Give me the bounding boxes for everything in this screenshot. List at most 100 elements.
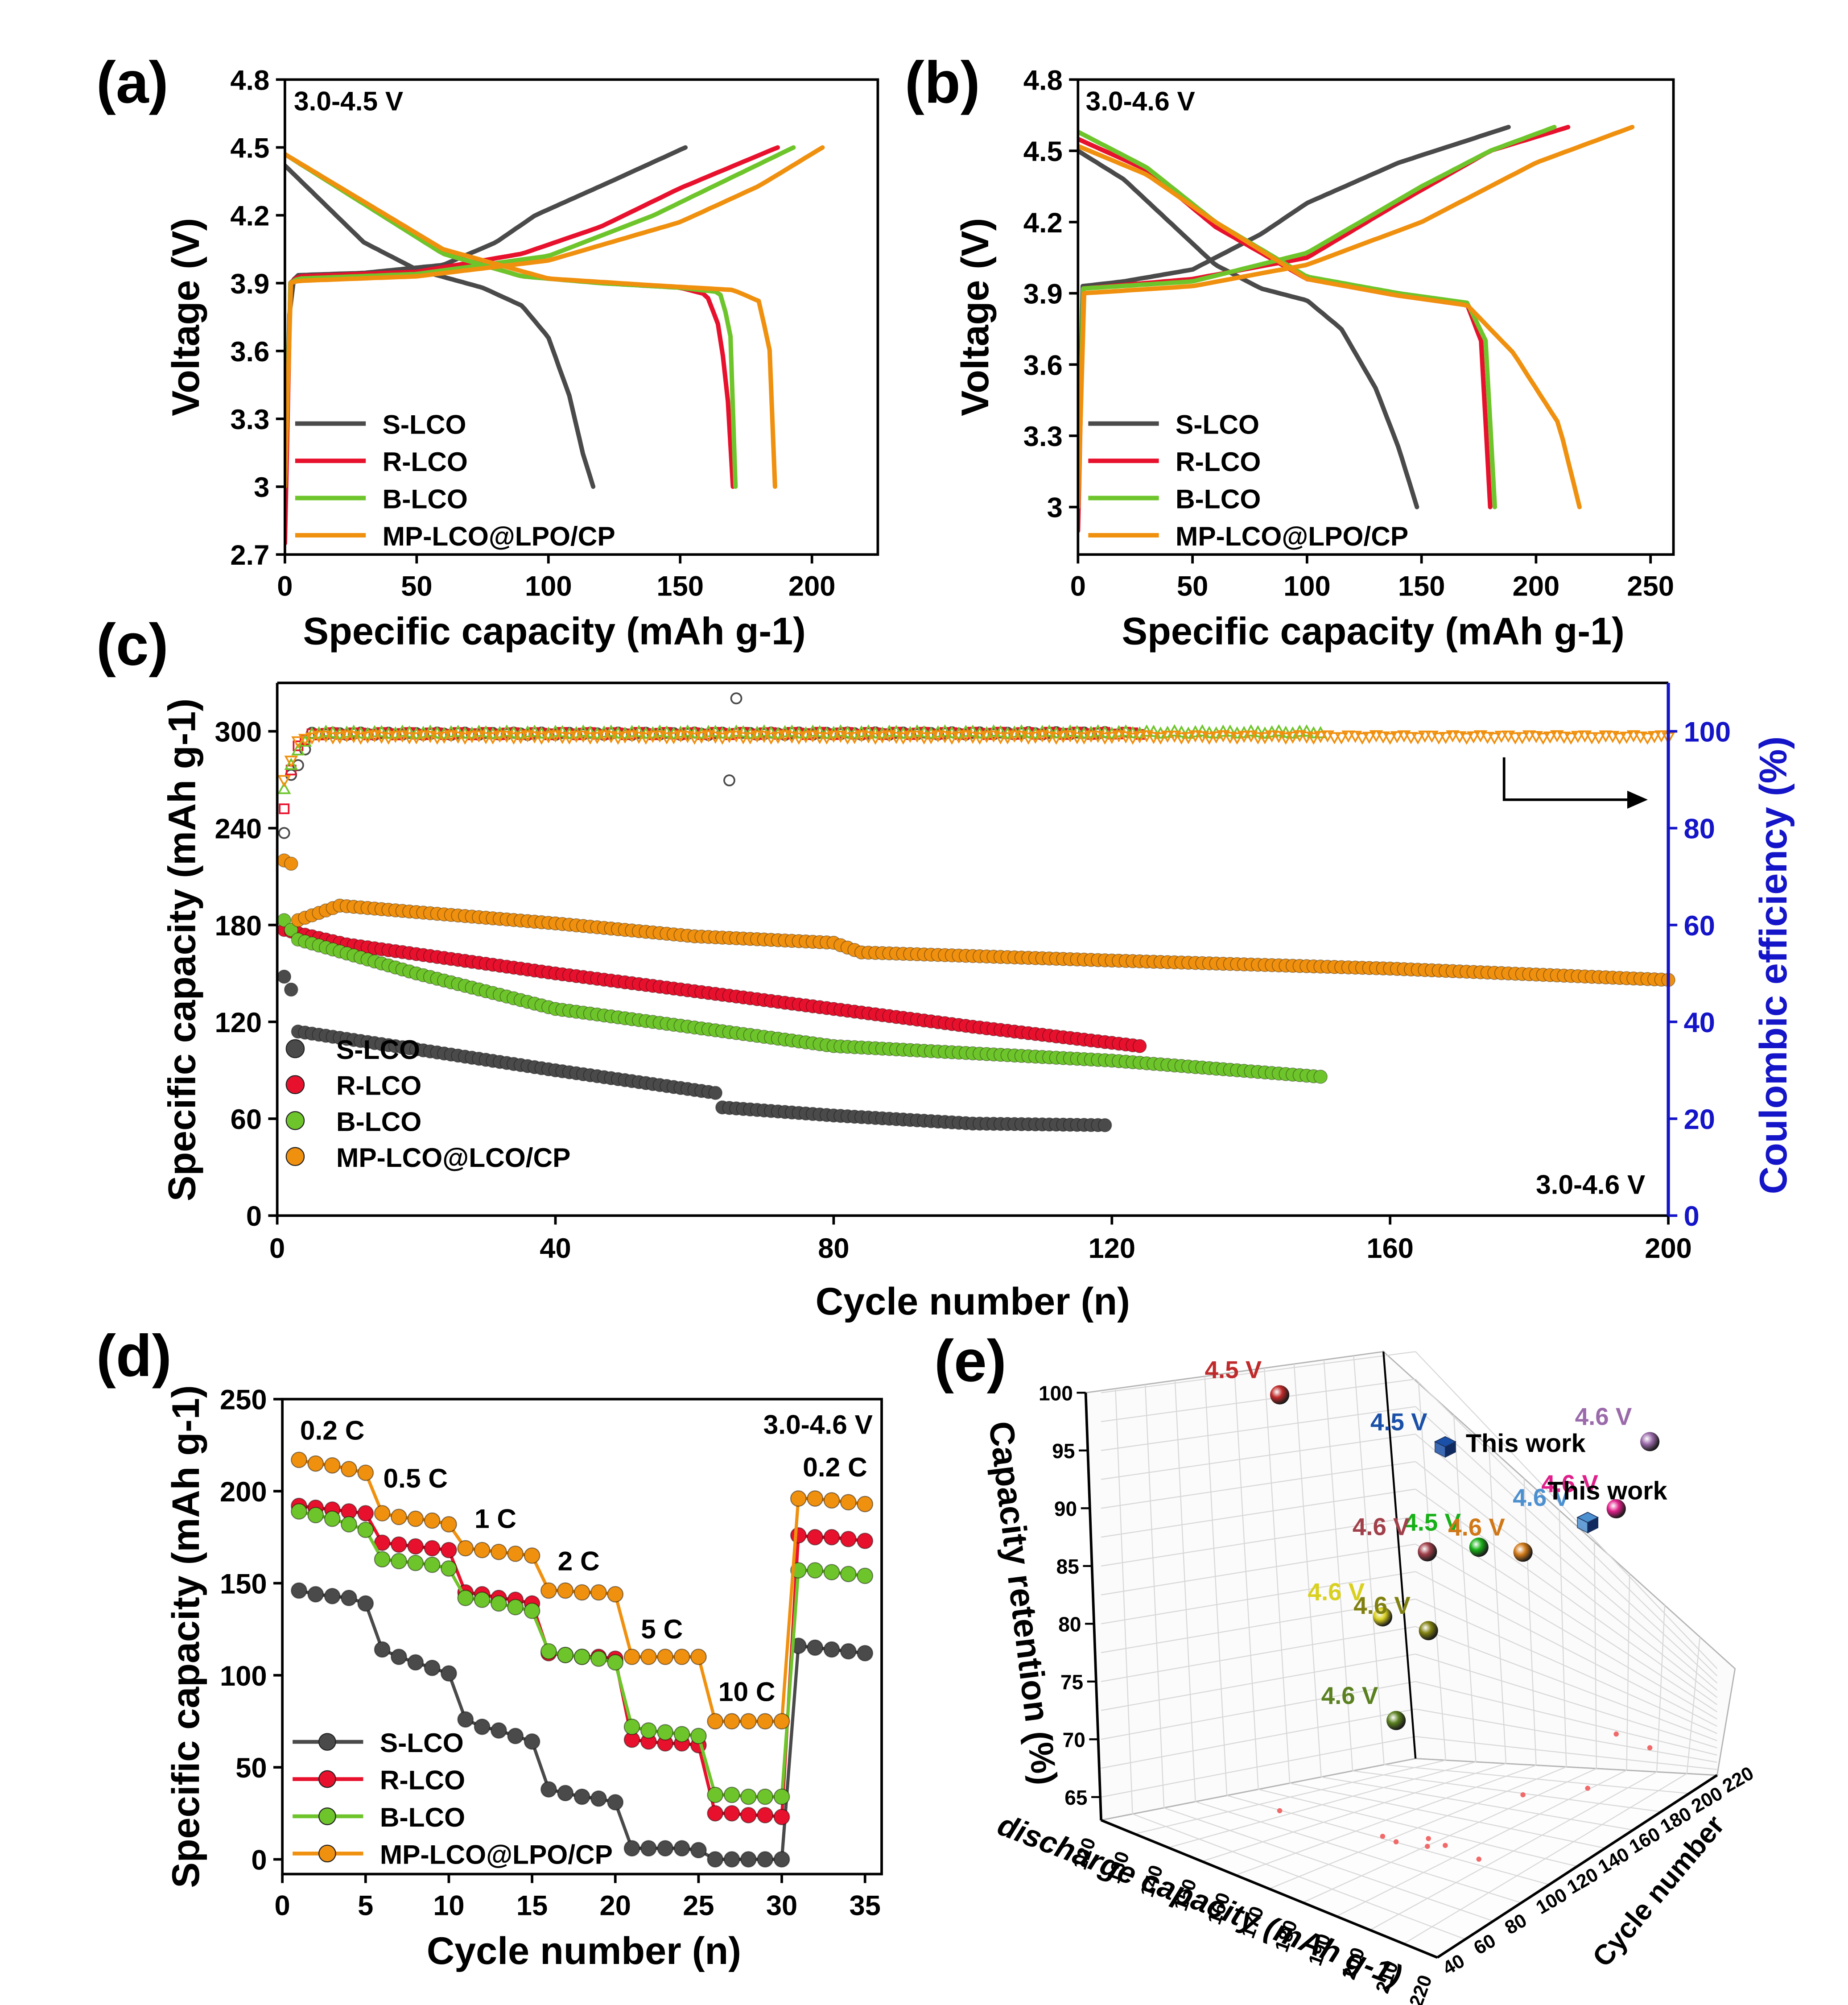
d-point — [807, 1529, 824, 1546]
d-point — [723, 1786, 740, 1803]
c-ce-point — [868, 732, 883, 745]
c-ce-point — [994, 732, 1008, 744]
b-xtick-label: 150 — [1398, 570, 1445, 602]
e-sphere-point — [1419, 1621, 1438, 1641]
c-ce-point — [966, 732, 980, 744]
a-xtick-label: 0 — [277, 570, 293, 602]
c-ce-point — [723, 774, 735, 786]
d-point — [307, 1586, 324, 1603]
panel-a-xlabel: Specific capacity (mAh g-1) — [303, 610, 806, 653]
c-ce-point — [1202, 732, 1216, 745]
legend-marker — [318, 1733, 336, 1751]
e-grid-line — [1204, 1376, 1228, 1796]
c-ce-point — [381, 732, 396, 745]
e-grid-line — [1370, 1771, 1657, 1931]
d-point — [590, 1790, 607, 1807]
c-ce-point — [980, 731, 994, 743]
e-grid-line — [1415, 1598, 1717, 1734]
c-ce-point — [1508, 732, 1522, 745]
c-ce-point — [1564, 732, 1578, 745]
d-point — [840, 1643, 857, 1660]
e-grid-line — [1686, 1637, 1701, 1774]
d-point — [540, 1582, 557, 1599]
d-point — [524, 1733, 540, 1750]
c-ce-point — [1258, 732, 1272, 744]
c-ce-point — [278, 827, 290, 839]
c-ce-point — [402, 732, 417, 744]
panel-b-curves — [1078, 124, 1635, 533]
d-point — [607, 1794, 624, 1811]
c-ce-point — [541, 731, 556, 744]
panel-d-curves — [291, 1451, 874, 1868]
c-ce-point — [1362, 732, 1376, 744]
legend-label: S-LCO — [1176, 409, 1259, 440]
d-point — [673, 1649, 690, 1665]
panel-c-label: (c) — [96, 612, 169, 678]
c-ce-point — [1543, 732, 1557, 744]
c-xtick-label: 200 — [1645, 1233, 1692, 1264]
d-point — [607, 1586, 624, 1603]
c-ce-point — [1599, 730, 1613, 743]
e-grid-line — [1415, 1488, 1718, 1705]
e-sphere-point — [1513, 1542, 1533, 1562]
c-ce-point — [1237, 731, 1251, 743]
e-ztick-label: 90 — [1054, 1497, 1077, 1521]
e-grid-line — [1101, 1516, 1416, 1567]
c-ce-point — [1341, 730, 1355, 743]
d-point — [374, 1551, 391, 1568]
e-grid-line — [1303, 1768, 1597, 1903]
a-xtick-label: 100 — [525, 570, 572, 602]
c-ce-point — [326, 732, 340, 745]
panel-c-points — [277, 692, 1675, 1133]
c-ce-point — [1279, 732, 1293, 745]
d-point — [773, 1713, 790, 1730]
legend-label: S-LCO — [383, 409, 466, 440]
e-floor-projection — [1393, 1839, 1399, 1844]
d-ytick-label: 0 — [251, 1844, 267, 1876]
c-ce-point — [1620, 732, 1634, 744]
c-xtick-label: 160 — [1366, 1233, 1414, 1264]
panel-a-frame — [284, 78, 879, 556]
panel-a: (a) 0 50 100 150 200 2.7 3 3.3 3.6 3.9 4.2 4.5 4.8 3… — [96, 50, 879, 653]
e-this-work-label: This work — [1466, 1429, 1586, 1458]
c-ce-point — [1536, 732, 1550, 745]
d-point — [857, 1645, 874, 1662]
d-point — [407, 1538, 424, 1555]
panel-d-annotation: 3.0-4.6 V — [763, 1409, 873, 1439]
c-ce-point — [924, 732, 938, 744]
e-point-label: 4.5 V — [1404, 1509, 1461, 1536]
legend-label: B-LCO — [380, 1802, 465, 1832]
e-grid-line — [1101, 1461, 1416, 1509]
d-point — [773, 1788, 790, 1805]
panel-a-ylabel: Voltage (V) — [165, 218, 207, 416]
e-grid-line — [1101, 1598, 1416, 1654]
d-point — [623, 1718, 640, 1735]
c-ce-point — [1223, 732, 1237, 744]
c-ytick-label: 180 — [214, 910, 262, 942]
panel-a-label: (a) — [96, 50, 169, 116]
c-ce-point — [375, 732, 388, 744]
e-grid-line — [1415, 1351, 1718, 1669]
a-ytick-label: 4.2 — [230, 201, 269, 232]
d-point — [391, 1536, 407, 1553]
c-ce-point — [694, 732, 709, 744]
c-ce-point — [354, 732, 368, 745]
d-ytick-label: 200 — [220, 1476, 267, 1508]
c-ce-point — [1098, 732, 1112, 745]
d-point — [723, 1805, 740, 1822]
e-sphere-point — [1373, 1607, 1393, 1627]
e-grid-line — [1101, 1626, 1416, 1682]
c-ce-point — [799, 731, 813, 744]
e-grid-line — [1415, 1543, 1718, 1720]
e-floor-projection — [1277, 1808, 1283, 1814]
d-point — [291, 1503, 307, 1520]
c-ce-point — [639, 732, 653, 745]
c-ce-point — [854, 730, 869, 743]
c-ce-point — [409, 732, 423, 744]
a-charge-curve — [285, 145, 796, 489]
e-sphere-point — [1640, 1432, 1660, 1451]
panel-d-frame — [281, 1397, 883, 1876]
c-ce-point — [1334, 732, 1349, 745]
d-point — [357, 1505, 374, 1522]
e-ztick-label: 80 — [1058, 1613, 1081, 1636]
